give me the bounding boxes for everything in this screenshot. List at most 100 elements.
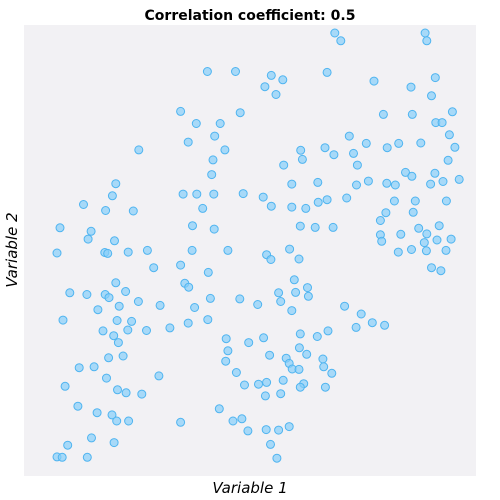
- data-point: [266, 70, 276, 80]
- data-point: [237, 414, 247, 424]
- data-point: [289, 275, 299, 285]
- data-point: [330, 28, 340, 38]
- data-point: [381, 208, 391, 218]
- data-point: [272, 453, 282, 463]
- data-point: [79, 200, 88, 209]
- data-point: [102, 373, 111, 383]
- data-point: [244, 338, 254, 348]
- data-point: [223, 245, 233, 255]
- data-point: [209, 224, 219, 234]
- data-point: [393, 247, 403, 257]
- data-point: [276, 297, 286, 306]
- data-point: [203, 267, 213, 277]
- data-point: [285, 244, 295, 254]
- data-point: [58, 315, 68, 325]
- data-point: [118, 351, 128, 361]
- data-point: [109, 438, 119, 448]
- data-point: [394, 138, 404, 148]
- data-point: [320, 382, 330, 392]
- x-axis-label: Variable 1: [212, 479, 287, 497]
- data-point: [351, 322, 361, 332]
- data-point: [291, 287, 301, 297]
- data-point: [450, 142, 460, 152]
- data-point: [87, 433, 96, 443]
- data-point: [266, 439, 275, 449]
- data-point: [363, 176, 373, 186]
- data-point: [295, 382, 305, 392]
- data-point: [426, 179, 436, 189]
- data-point: [214, 404, 224, 414]
- data-point: [390, 180, 400, 190]
- data-point: [82, 452, 92, 462]
- data-point: [57, 452, 67, 462]
- data-point: [437, 118, 447, 128]
- data-point: [210, 131, 220, 141]
- data-point: [109, 331, 119, 341]
- data-point: [113, 338, 123, 348]
- data-point: [55, 223, 65, 233]
- data-point: [432, 235, 442, 245]
- data-point: [63, 440, 73, 450]
- data-point: [303, 291, 313, 301]
- data-point: [408, 207, 418, 217]
- data-point: [302, 349, 312, 359]
- data-point: [303, 283, 312, 293]
- data-point: [430, 168, 440, 178]
- data-point: [235, 294, 245, 304]
- data-point: [92, 408, 102, 418]
- data-point: [419, 238, 429, 248]
- data-point: [287, 179, 297, 189]
- data-point: [265, 350, 275, 360]
- data-point: [266, 201, 276, 211]
- data-point: [416, 138, 426, 148]
- data-point: [328, 222, 338, 232]
- data-point: [375, 216, 385, 225]
- data-point: [312, 332, 322, 341]
- data-point: [410, 196, 420, 206]
- data-point: [313, 197, 323, 207]
- data-point: [52, 248, 62, 258]
- data-point: [295, 329, 305, 339]
- data-point: [294, 254, 304, 264]
- data-point: [202, 67, 212, 76]
- data-point: [154, 371, 164, 381]
- data-point: [192, 189, 202, 199]
- data-point: [133, 297, 143, 306]
- data-point: [221, 334, 231, 344]
- data-point: [336, 36, 346, 46]
- data-point: [178, 189, 188, 199]
- data-point: [259, 333, 269, 343]
- data-point: [82, 290, 92, 299]
- data-point: [112, 316, 122, 325]
- data-point: [441, 196, 451, 206]
- data-point: [254, 379, 263, 389]
- data-point: [134, 145, 144, 155]
- data-point: [266, 255, 276, 264]
- data-point: [187, 245, 197, 255]
- data-point: [421, 246, 431, 256]
- data-point: [221, 356, 231, 366]
- data-point: [93, 305, 103, 315]
- data-point: [407, 109, 417, 119]
- data-point: [301, 203, 311, 213]
- data-point: [322, 195, 332, 205]
- data-point: [149, 263, 159, 273]
- data-point: [295, 221, 305, 231]
- data-point: [112, 416, 122, 426]
- data-point: [378, 109, 388, 119]
- data-point: [231, 368, 241, 377]
- data-point: [89, 362, 99, 372]
- data-point: [73, 401, 83, 411]
- data-point: [349, 148, 358, 158]
- data-point: [188, 221, 197, 231]
- data-point: [74, 363, 84, 373]
- y-axis-label: Variable 2: [3, 212, 21, 287]
- data-point: [127, 316, 137, 326]
- data-point: [287, 202, 297, 212]
- data-point: [121, 388, 131, 398]
- data-point: [313, 177, 323, 187]
- data-point: [262, 377, 272, 387]
- data-point: [427, 263, 436, 273]
- data-point: [104, 353, 114, 363]
